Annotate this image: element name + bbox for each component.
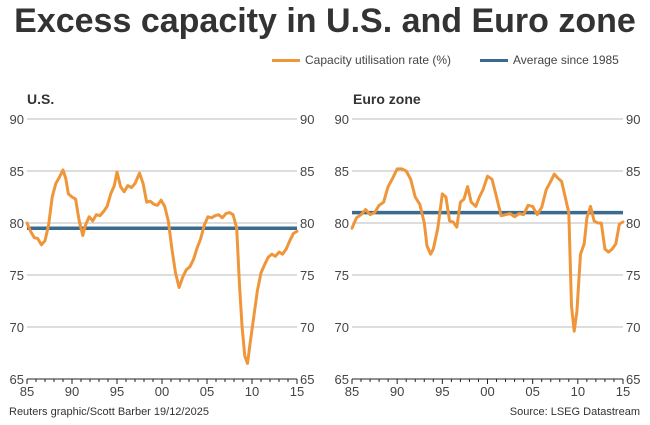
us-ytick-right-70: 70	[300, 320, 314, 335]
us-xtick-label: 90	[65, 384, 79, 399]
euro-ytick-left-85: 85	[335, 164, 349, 179]
legend-label-average: Average since 1985	[513, 53, 619, 67]
euro-xtick-label: 90	[390, 384, 404, 399]
credit-text: Reuters graphic/Scott Barber 19/12/2025	[9, 406, 209, 418]
chart-title: Excess capacity in U.S. and Euro zone	[14, 2, 636, 40]
us-capacity-line	[25, 168, 299, 365]
euro-ytick-right-85: 85	[626, 164, 640, 179]
us-xtick-label: 00	[155, 384, 169, 399]
legend-swatch-average	[480, 58, 508, 62]
euro-ytick-left-70: 70	[335, 320, 349, 335]
us-xtick-label: 10	[245, 384, 259, 399]
us-xtick-label: 85	[20, 384, 34, 399]
euro-ytick-right-75: 75	[626, 268, 640, 283]
euro-xtick-label: 95	[435, 384, 449, 399]
us-ytick-left-90: 90	[10, 112, 24, 127]
euro-xtick-label: 85	[345, 384, 359, 399]
us-ytick-right-80: 80	[300, 216, 314, 231]
euro-ytick-left-80: 80	[335, 216, 349, 231]
euro-ytick-left-65: 65	[335, 372, 349, 387]
panel-title-euro: Euro zone	[353, 91, 421, 107]
us-ytick-left-65: 65	[10, 372, 24, 387]
euro-ytick-right-65: 65	[626, 372, 640, 387]
us-ytick-right-90: 90	[300, 112, 314, 127]
euro-xtick-label: 00	[480, 384, 494, 399]
legend-swatch-capacity	[272, 58, 300, 62]
euro-ytick-right-90: 90	[626, 112, 640, 127]
panel-title-us: U.S.	[27, 91, 55, 107]
us-xtick-label: 15	[290, 384, 304, 399]
euro-ytick-left-75: 75	[335, 268, 349, 283]
us-ytick-left-70: 70	[10, 320, 24, 335]
us-ytick-left-75: 75	[10, 268, 24, 283]
us-xtick-label: 95	[110, 384, 124, 399]
euro-ytick-right-80: 80	[626, 216, 640, 231]
euro-capacity-line	[350, 167, 625, 333]
legend-item-average: Average since 1985	[480, 53, 619, 67]
legend-label-capacity: Capacity utilisation rate (%)	[305, 53, 452, 67]
euro-ytick-right-70: 70	[626, 320, 640, 335]
us-ytick-right-85: 85	[300, 164, 314, 179]
us-xtick-label: 05	[200, 384, 214, 399]
legend-item-capacity: Capacity utilisation rate (%)	[272, 53, 451, 67]
euro-xtick-label: 10	[571, 384, 585, 399]
euro-ytick-left-90: 90	[335, 112, 349, 127]
us-ytick-right-65: 65	[300, 372, 314, 387]
euro-xtick-label: 05	[525, 384, 539, 399]
us-ytick-right-75: 75	[300, 268, 314, 283]
us-ytick-left-85: 85	[10, 164, 24, 179]
source-text: Source: LSEG Datastream	[509, 406, 640, 418]
us-ytick-left-80: 80	[10, 216, 24, 231]
euro-xtick-label: 15	[616, 384, 630, 399]
